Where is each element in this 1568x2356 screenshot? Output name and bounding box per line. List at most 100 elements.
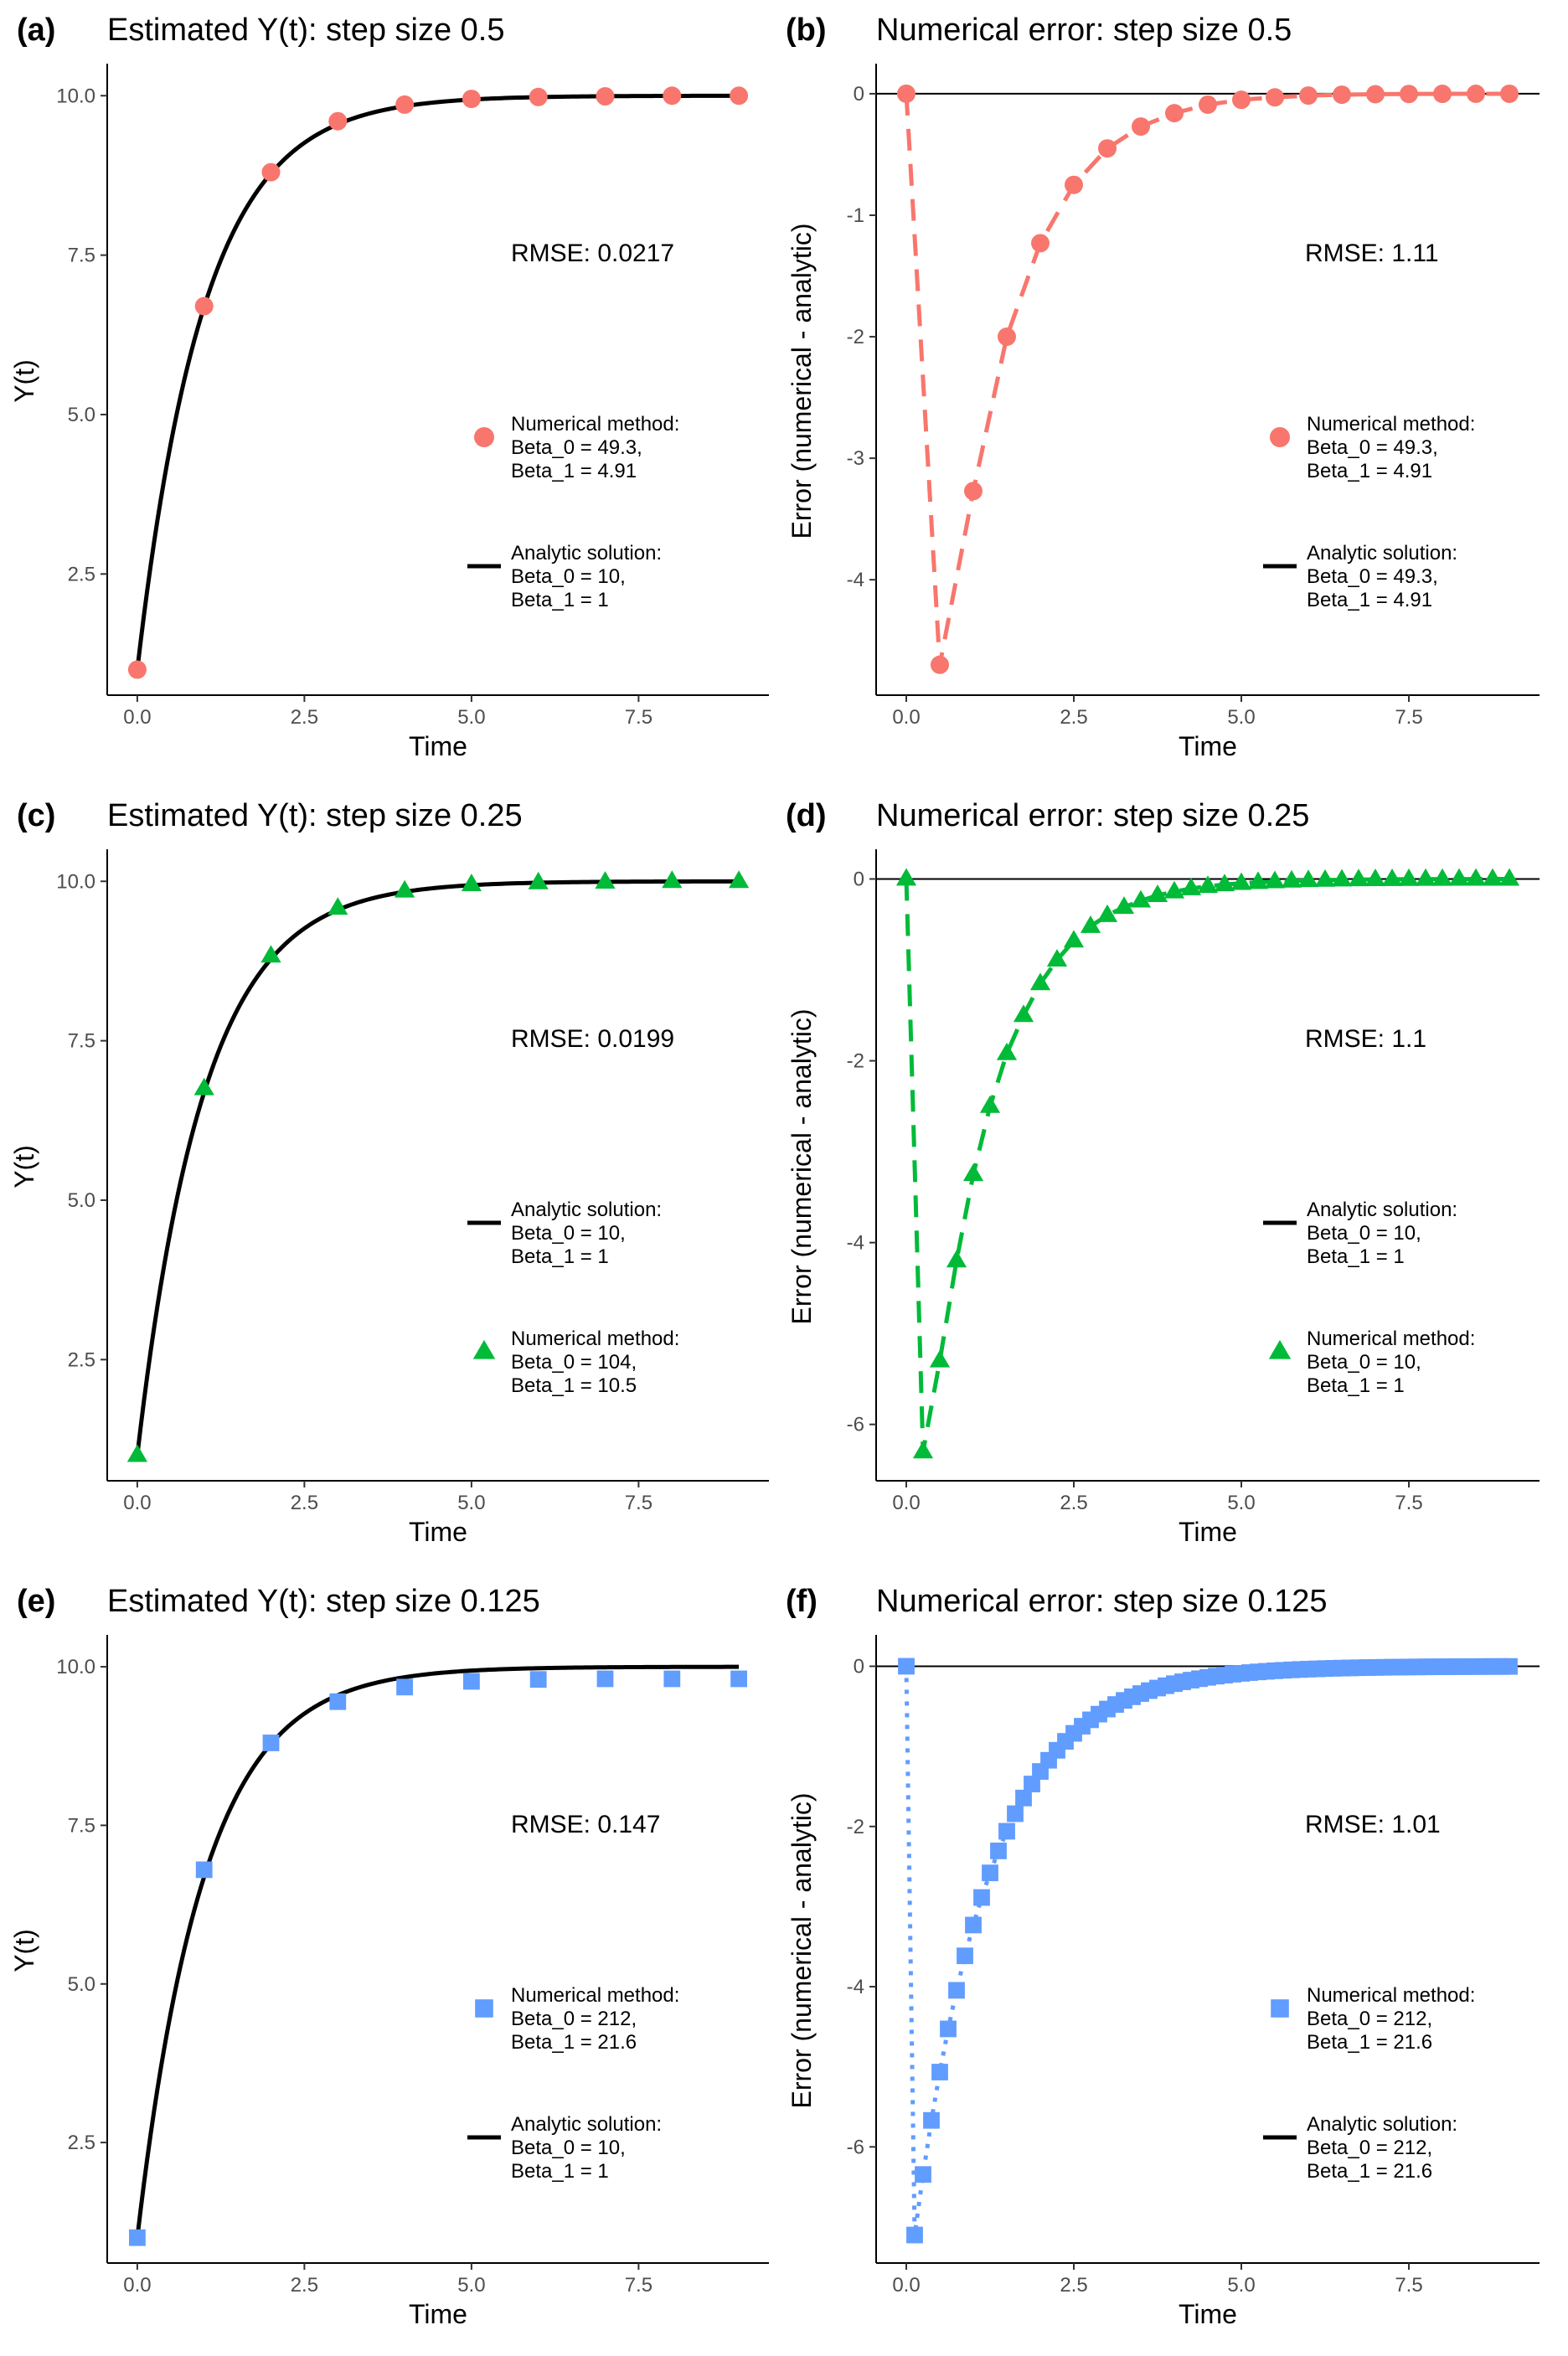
x-axis-label: Time <box>1179 731 1237 761</box>
legend-text: Beta_0 = 49.3, <box>1307 436 1438 459</box>
x-tick-label: 0.0 <box>123 706 151 729</box>
legend-text: Beta_0 = 10, <box>1307 1222 1421 1245</box>
data-point <box>1348 869 1369 887</box>
data-point <box>1366 85 1385 104</box>
legend-text: Beta_1 = 4.91 <box>511 460 637 482</box>
x-tick-label: 7.5 <box>1395 706 1422 729</box>
data-point <box>129 2229 146 2246</box>
y-tick-label: 7.5 <box>68 245 95 267</box>
data-point <box>912 1441 934 1459</box>
data-point <box>260 945 281 963</box>
y-axis-label: Y(t) <box>9 1145 39 1188</box>
data-point <box>462 1673 480 1690</box>
x-tick-label: 0.0 <box>892 706 920 729</box>
data-point <box>1467 84 1485 103</box>
y-axis-label: Error (numerical - analytic) <box>787 1009 817 1325</box>
x-tick-label: 2.5 <box>1060 2274 1087 2297</box>
legend-text: Beta_0 = 212, <box>511 2008 637 2030</box>
data-point <box>948 1982 965 1999</box>
data-point <box>329 1693 347 1710</box>
data-point <box>895 868 917 886</box>
y-tick-label: -2 <box>847 326 864 348</box>
data-point <box>1024 1776 1040 1792</box>
panel-e: (e) Estimated Y(t): step size 0.125 0.0 2.5… <box>9 1584 769 2329</box>
data-point <box>663 86 682 106</box>
x-tick-label: 2.5 <box>1060 1492 1087 1514</box>
data-point <box>328 897 348 915</box>
analytic-solution-line <box>135 1664 740 2239</box>
data-point <box>1297 869 1319 888</box>
legend-text: Beta_1 = 1 <box>1307 1374 1405 1397</box>
y-axis-label: Y(t) <box>9 359 39 403</box>
panel-label: (c) <box>17 798 55 833</box>
panel-b: (b) Numerical error: step size 0.5 0.0 2.5 5… <box>786 13 1540 761</box>
data-point <box>1199 95 1217 114</box>
data-point <box>1501 1657 1518 1675</box>
data-point <box>529 1671 547 1688</box>
rmse-annotation: RMSE: 1.11 <box>1305 240 1439 267</box>
data-point <box>915 2166 931 2183</box>
legend-text: Beta_1 = 4.91 <box>1307 589 1432 611</box>
y-tick-label: 5.0 <box>68 1973 95 1996</box>
data-point <box>929 1349 951 1368</box>
data-point <box>396 1678 414 1696</box>
data-point <box>195 1861 213 1879</box>
panel-d: (d) Numerical error: step size 0.25 0.0 2.5… <box>786 798 1540 1547</box>
y-tick-label: 2.5 <box>68 563 95 585</box>
data-point <box>998 327 1016 347</box>
legend-text: Analytic solution: <box>1307 1199 1457 1221</box>
x-tick-label: 0.0 <box>123 2274 151 2297</box>
data-point <box>1180 877 1202 895</box>
legend-key-circle <box>474 427 494 447</box>
data-point <box>1046 949 1068 967</box>
panel-label: (e) <box>17 1584 55 1619</box>
y-tick-label: -4 <box>847 569 864 591</box>
data-point <box>1398 868 1420 886</box>
data-point <box>1281 869 1302 888</box>
data-point <box>528 871 549 889</box>
data-point <box>998 1822 1015 1840</box>
data-point <box>897 84 916 103</box>
data-point <box>596 1670 614 1688</box>
rmse-annotation: RMSE: 0.0217 <box>511 240 674 267</box>
y-tick-label: -6 <box>847 2136 864 2158</box>
x-tick-label: 2.5 <box>291 706 318 729</box>
data-point <box>1500 84 1519 103</box>
legend-text: Beta_0 = 212, <box>1307 2137 1432 2159</box>
legend-key-square <box>1271 1999 1289 2018</box>
legend-text: Numerical method: <box>511 413 679 436</box>
data-point <box>1431 868 1453 886</box>
data-point <box>1364 869 1386 886</box>
data-point <box>1381 868 1403 886</box>
data-point <box>982 1864 998 1882</box>
data-point <box>262 1735 280 1751</box>
data-point <box>1264 870 1286 889</box>
data-point <box>1098 139 1117 158</box>
data-point <box>1230 872 1252 890</box>
data-point <box>1299 86 1318 106</box>
x-tick-label: 7.5 <box>1395 1492 1422 1514</box>
x-tick-label: 0.0 <box>892 1492 920 1514</box>
legend-text: Numerical method: <box>1307 1984 1475 2007</box>
legend-text: Beta_1 = 1 <box>511 1245 609 1268</box>
data-point <box>728 870 750 889</box>
x-tick-label: 0.0 <box>123 1492 151 1514</box>
data-point <box>931 2064 948 2080</box>
data-point <box>1013 1004 1034 1023</box>
legend-key-circle <box>1270 427 1290 447</box>
chart-title: Numerical error: step size 0.25 <box>876 798 1309 833</box>
legend-key-square <box>475 1999 493 2018</box>
data-point <box>1482 868 1504 886</box>
legend-text: Numerical method: <box>511 1984 679 2007</box>
data-point <box>1433 85 1452 104</box>
legend-text: Analytic solution: <box>1307 2113 1457 2136</box>
y-tick-label: 2.5 <box>68 2132 95 2154</box>
y-axis-label: Error (numerical - analytic) <box>787 1793 817 2109</box>
x-tick-label: 7.5 <box>1395 2274 1422 2297</box>
x-tick-label: 7.5 <box>625 2274 652 2297</box>
data-point <box>1007 1805 1024 1822</box>
panel-label: (b) <box>786 13 827 48</box>
legend-text: Numerical method: <box>1307 413 1475 436</box>
data-point <box>261 162 281 182</box>
data-point <box>1147 884 1168 902</box>
